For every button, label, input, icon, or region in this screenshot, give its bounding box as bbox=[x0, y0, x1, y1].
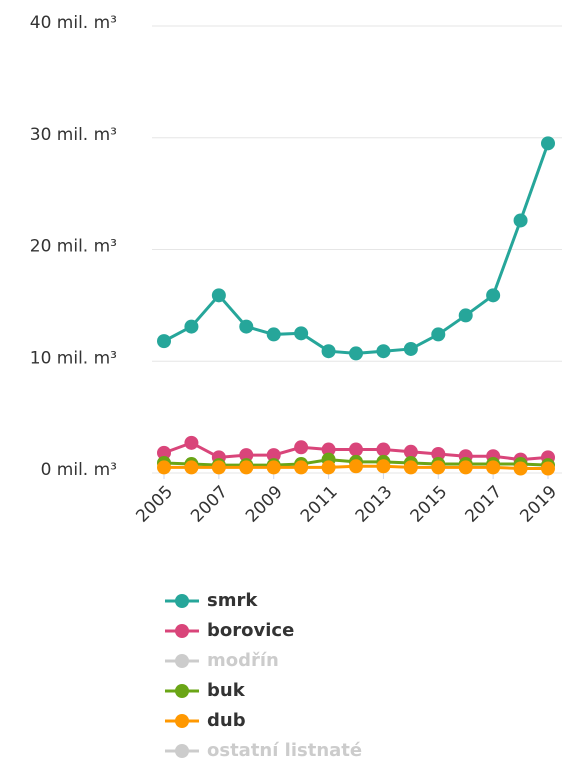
point bbox=[294, 326, 309, 341]
point bbox=[266, 327, 281, 342]
legend-item[interactable]: ostatní listnaté bbox=[207, 740, 362, 761]
point bbox=[376, 344, 391, 359]
x-tick-label: 2013 bbox=[352, 482, 397, 527]
point bbox=[294, 460, 309, 475]
point bbox=[403, 444, 418, 459]
point bbox=[184, 319, 199, 334]
x-tick-label: 2005 bbox=[132, 482, 177, 527]
x-tick-label: 2019 bbox=[516, 482, 561, 527]
point bbox=[349, 459, 363, 474]
y-tick-label: 20 mil. m³ bbox=[30, 237, 117, 257]
legend-symbol bbox=[175, 654, 189, 668]
point bbox=[403, 341, 418, 356]
point bbox=[157, 334, 171, 349]
point bbox=[321, 442, 336, 457]
point bbox=[513, 213, 528, 228]
point bbox=[266, 460, 281, 475]
point bbox=[239, 448, 254, 463]
point bbox=[157, 460, 171, 475]
series-line bbox=[163, 142, 550, 355]
point bbox=[184, 460, 199, 475]
legend-symbol bbox=[175, 714, 189, 728]
legend-item[interactable]: borovice bbox=[207, 620, 294, 641]
y-tick-label: 0 mil. m³ bbox=[41, 460, 117, 480]
point bbox=[321, 344, 336, 359]
point bbox=[513, 461, 528, 476]
x-tick-label: 2015 bbox=[407, 482, 452, 527]
point bbox=[458, 460, 473, 475]
point bbox=[239, 319, 254, 334]
legend-symbol bbox=[175, 744, 189, 758]
point bbox=[211, 460, 226, 475]
point bbox=[266, 448, 281, 463]
point bbox=[349, 442, 363, 457]
legend-item[interactable]: smrk bbox=[207, 590, 258, 611]
y-tick-label: 10 mil. m³ bbox=[30, 348, 117, 368]
legend-symbol bbox=[175, 594, 189, 608]
point bbox=[403, 460, 418, 475]
legend-item[interactable]: buk bbox=[207, 680, 246, 701]
legend-symbol bbox=[175, 624, 189, 638]
point bbox=[211, 288, 226, 303]
point bbox=[486, 288, 501, 303]
y-tick-label: 30 mil. m³ bbox=[30, 125, 117, 145]
x-tick-label: 2009 bbox=[242, 482, 287, 527]
y-tick-label: 40 mil. m³ bbox=[30, 13, 117, 33]
point bbox=[431, 460, 446, 475]
x-tick-label: 2007 bbox=[187, 482, 232, 527]
point bbox=[157, 445, 171, 460]
point bbox=[294, 440, 309, 455]
point bbox=[321, 460, 336, 475]
x-tick-label: 2011 bbox=[297, 482, 342, 527]
point bbox=[541, 461, 555, 476]
point bbox=[376, 442, 391, 457]
point bbox=[431, 447, 446, 462]
point bbox=[431, 327, 446, 342]
x-tick-label: 2017 bbox=[461, 482, 506, 527]
point bbox=[239, 460, 254, 475]
point bbox=[184, 435, 199, 450]
legend-item[interactable]: dub bbox=[207, 710, 246, 731]
legend-item[interactable]: modřín bbox=[207, 650, 279, 671]
point bbox=[541, 136, 555, 151]
point bbox=[458, 308, 473, 323]
point bbox=[376, 459, 391, 474]
point bbox=[349, 346, 363, 361]
legend-symbol bbox=[175, 684, 189, 698]
point bbox=[486, 460, 501, 475]
